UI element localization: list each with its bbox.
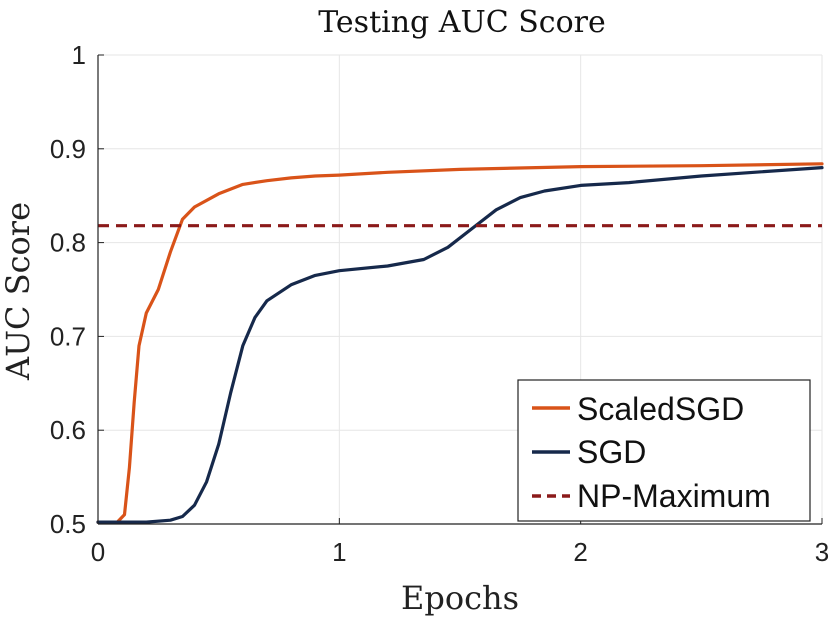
series-group	[96, 162, 824, 524]
y-tick-label: 1	[72, 40, 86, 70]
legend-label-sgd: SGD	[577, 434, 646, 470]
chart-title: Testing AUC Score	[318, 5, 606, 40]
x-tick-label: 0	[91, 537, 105, 567]
legend-label-scaledsgd: ScaledSGD	[577, 391, 744, 427]
y-tick-label: 0.6	[50, 415, 86, 445]
legend-label-np-maximum: NP-Maximum	[577, 478, 771, 514]
y-tick-label: 0.9	[50, 134, 86, 164]
legend: ScaledSGD SGD NP-Maximum	[517, 379, 811, 522]
x-tick-label: 2	[573, 537, 587, 567]
x-axis-label: Epochs	[401, 579, 519, 617]
x-tick-label: 3	[815, 537, 829, 567]
y-axis-label: AUC Score	[0, 202, 37, 381]
tick-labels: 0 1 2 3 0.5 0.6 0.7 0.8 0.9 1	[50, 40, 829, 567]
x-tick-label: 1	[332, 537, 346, 567]
series-line-sgd	[96, 166, 824, 524]
y-tick-label: 0.5	[50, 509, 86, 539]
axes	[97, 54, 823, 525]
y-tick-label: 0.8	[50, 228, 86, 258]
series-line-scaledsgd	[96, 162, 824, 524]
y-tick-label: 0.7	[50, 321, 86, 351]
